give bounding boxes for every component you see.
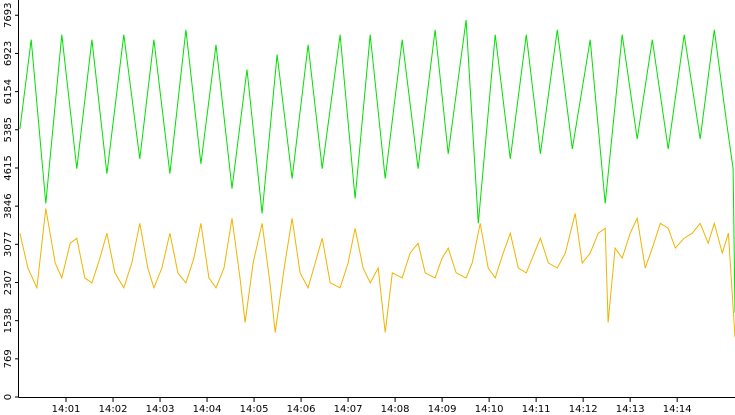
y-tick-label: 6923 bbox=[3, 41, 14, 66]
x-tick-label: 14:01 bbox=[52, 404, 81, 415]
x-tick-label: 14:13 bbox=[616, 404, 645, 415]
x-tick-label: 14:08 bbox=[381, 404, 410, 415]
x-tick-label: 14:10 bbox=[475, 404, 504, 415]
y-tick-label: 6154 bbox=[3, 79, 14, 104]
x-tick-label: 14:06 bbox=[287, 404, 316, 415]
y-tick-label: 3846 bbox=[3, 193, 14, 218]
x-tick-label: 14:02 bbox=[99, 404, 128, 415]
y-tick-label: 769 bbox=[3, 349, 14, 368]
x-tick-label: 14:07 bbox=[334, 404, 363, 415]
series-line bbox=[19, 208, 735, 338]
y-tick-label: 4615 bbox=[3, 155, 14, 180]
x-tick-label: 14:11 bbox=[522, 404, 551, 415]
x-tick-label: 14:04 bbox=[193, 404, 222, 415]
y-tick-label: 5385 bbox=[3, 117, 14, 142]
series-line bbox=[19, 19, 735, 313]
x-tick-label: 14:14 bbox=[663, 404, 692, 415]
x-tick-label: 14:03 bbox=[146, 404, 175, 415]
x-tick-label: 14:09 bbox=[428, 404, 457, 415]
y-tick-label: 1538 bbox=[3, 308, 14, 333]
y-tick-label: 2307 bbox=[3, 270, 14, 295]
y-tick-label: 0 bbox=[3, 394, 14, 400]
x-tick-label: 14:05 bbox=[240, 404, 269, 415]
y-tick-label: 7693 bbox=[3, 3, 14, 28]
x-tick-label: 14:12 bbox=[569, 404, 598, 415]
y-tick-label: 3077 bbox=[3, 232, 14, 257]
